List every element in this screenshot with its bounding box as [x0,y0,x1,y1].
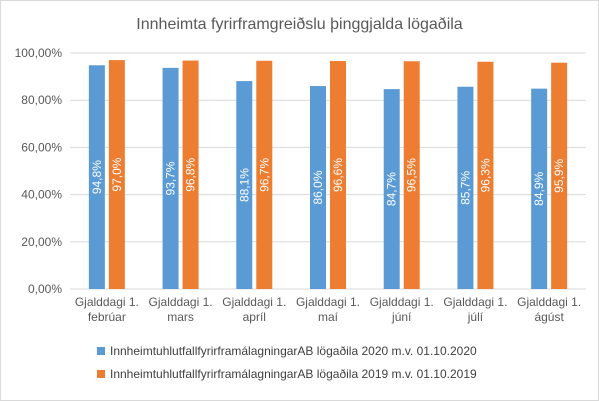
data-label: 84,9% [532,171,546,205]
bar-2020 [383,89,400,289]
x-category-label: Gjalddagi 1. [75,295,139,309]
bar-2020 [457,86,474,289]
x-category-label: Gjalddagi 1. [149,295,213,309]
data-label: 96,5% [405,158,419,192]
x-category-label: apríl [243,310,266,324]
y-tick-label: 60,00% [21,140,62,154]
x-category-label: Gjalddagi 1. [443,295,507,309]
bar-2019 [330,61,346,289]
chart-title: Innheimta fyrirframgreiðslu þinggjalda l… [136,16,463,33]
x-category-label: febrúar [88,310,126,324]
legend: InnheimtuhlutfallfyrirframálagningarAB l… [97,344,477,381]
bar-2020 [162,67,179,289]
data-label: 85,7% [458,171,472,205]
y-tick-label: 0,00% [28,282,62,296]
x-category-label: júlí [467,310,484,324]
legend-swatch [97,370,105,378]
data-label: 96,8% [184,157,198,191]
bar-2019 [477,61,494,290]
data-label: 96,3% [478,158,492,192]
data-label: 95,9% [552,158,566,192]
y-tick-label: 80,00% [21,93,62,107]
bar-2019 [551,62,568,290]
bars [88,60,568,290]
data-labels: 94,8% 97,0% 93,7% 96,8% 88,1% 96,7% 86,0% 96,6%… [90,157,566,206]
bar-2020 [531,88,548,289]
legend-label: InnheimtuhlutfallfyrirframálagningarAB l… [110,344,477,358]
data-label: 96,6% [331,158,345,192]
x-category-label: Gjalddagi 1. [517,295,581,309]
x-category-label: mars [167,310,194,324]
x-category-label: júní [391,310,412,324]
legend-swatch [97,347,105,355]
bar-2019 [108,60,125,289]
data-label: 94,8% [90,160,104,194]
bar-2019 [182,60,199,289]
data-label: 88,1% [237,168,251,202]
x-category-label: Gjalddagi 1. [222,295,286,309]
bar-2020 [310,86,326,289]
y-axis-tick-labels: 0,00% 20,00% 40,00% 60,00% 80,00% 100,00% [15,46,63,296]
y-tick-label: 40,00% [21,188,62,202]
x-category-label: Gjalddagi 1. [296,295,360,309]
data-label: 84,7% [385,172,399,206]
data-label: 93,7% [164,161,178,195]
bar-2020 [236,81,253,289]
legend-label: InnheimtuhlutfallfyrirframálagningarAB l… [110,367,477,381]
x-category-label: maí [318,310,339,324]
y-tick-label: 100,00% [15,46,63,60]
bar-2020 [88,65,105,289]
data-label: 96,7% [257,158,271,192]
x-category-label: ágúst [534,310,564,324]
bar-2019 [403,61,420,290]
y-tick-label: 20,00% [21,235,62,249]
x-category-label: Gjalddagi 1. [370,295,434,309]
data-label: 86,0% [311,170,325,204]
gridlines [70,52,586,290]
bar-2019 [256,60,273,290]
data-label: 97,0% [110,157,124,191]
